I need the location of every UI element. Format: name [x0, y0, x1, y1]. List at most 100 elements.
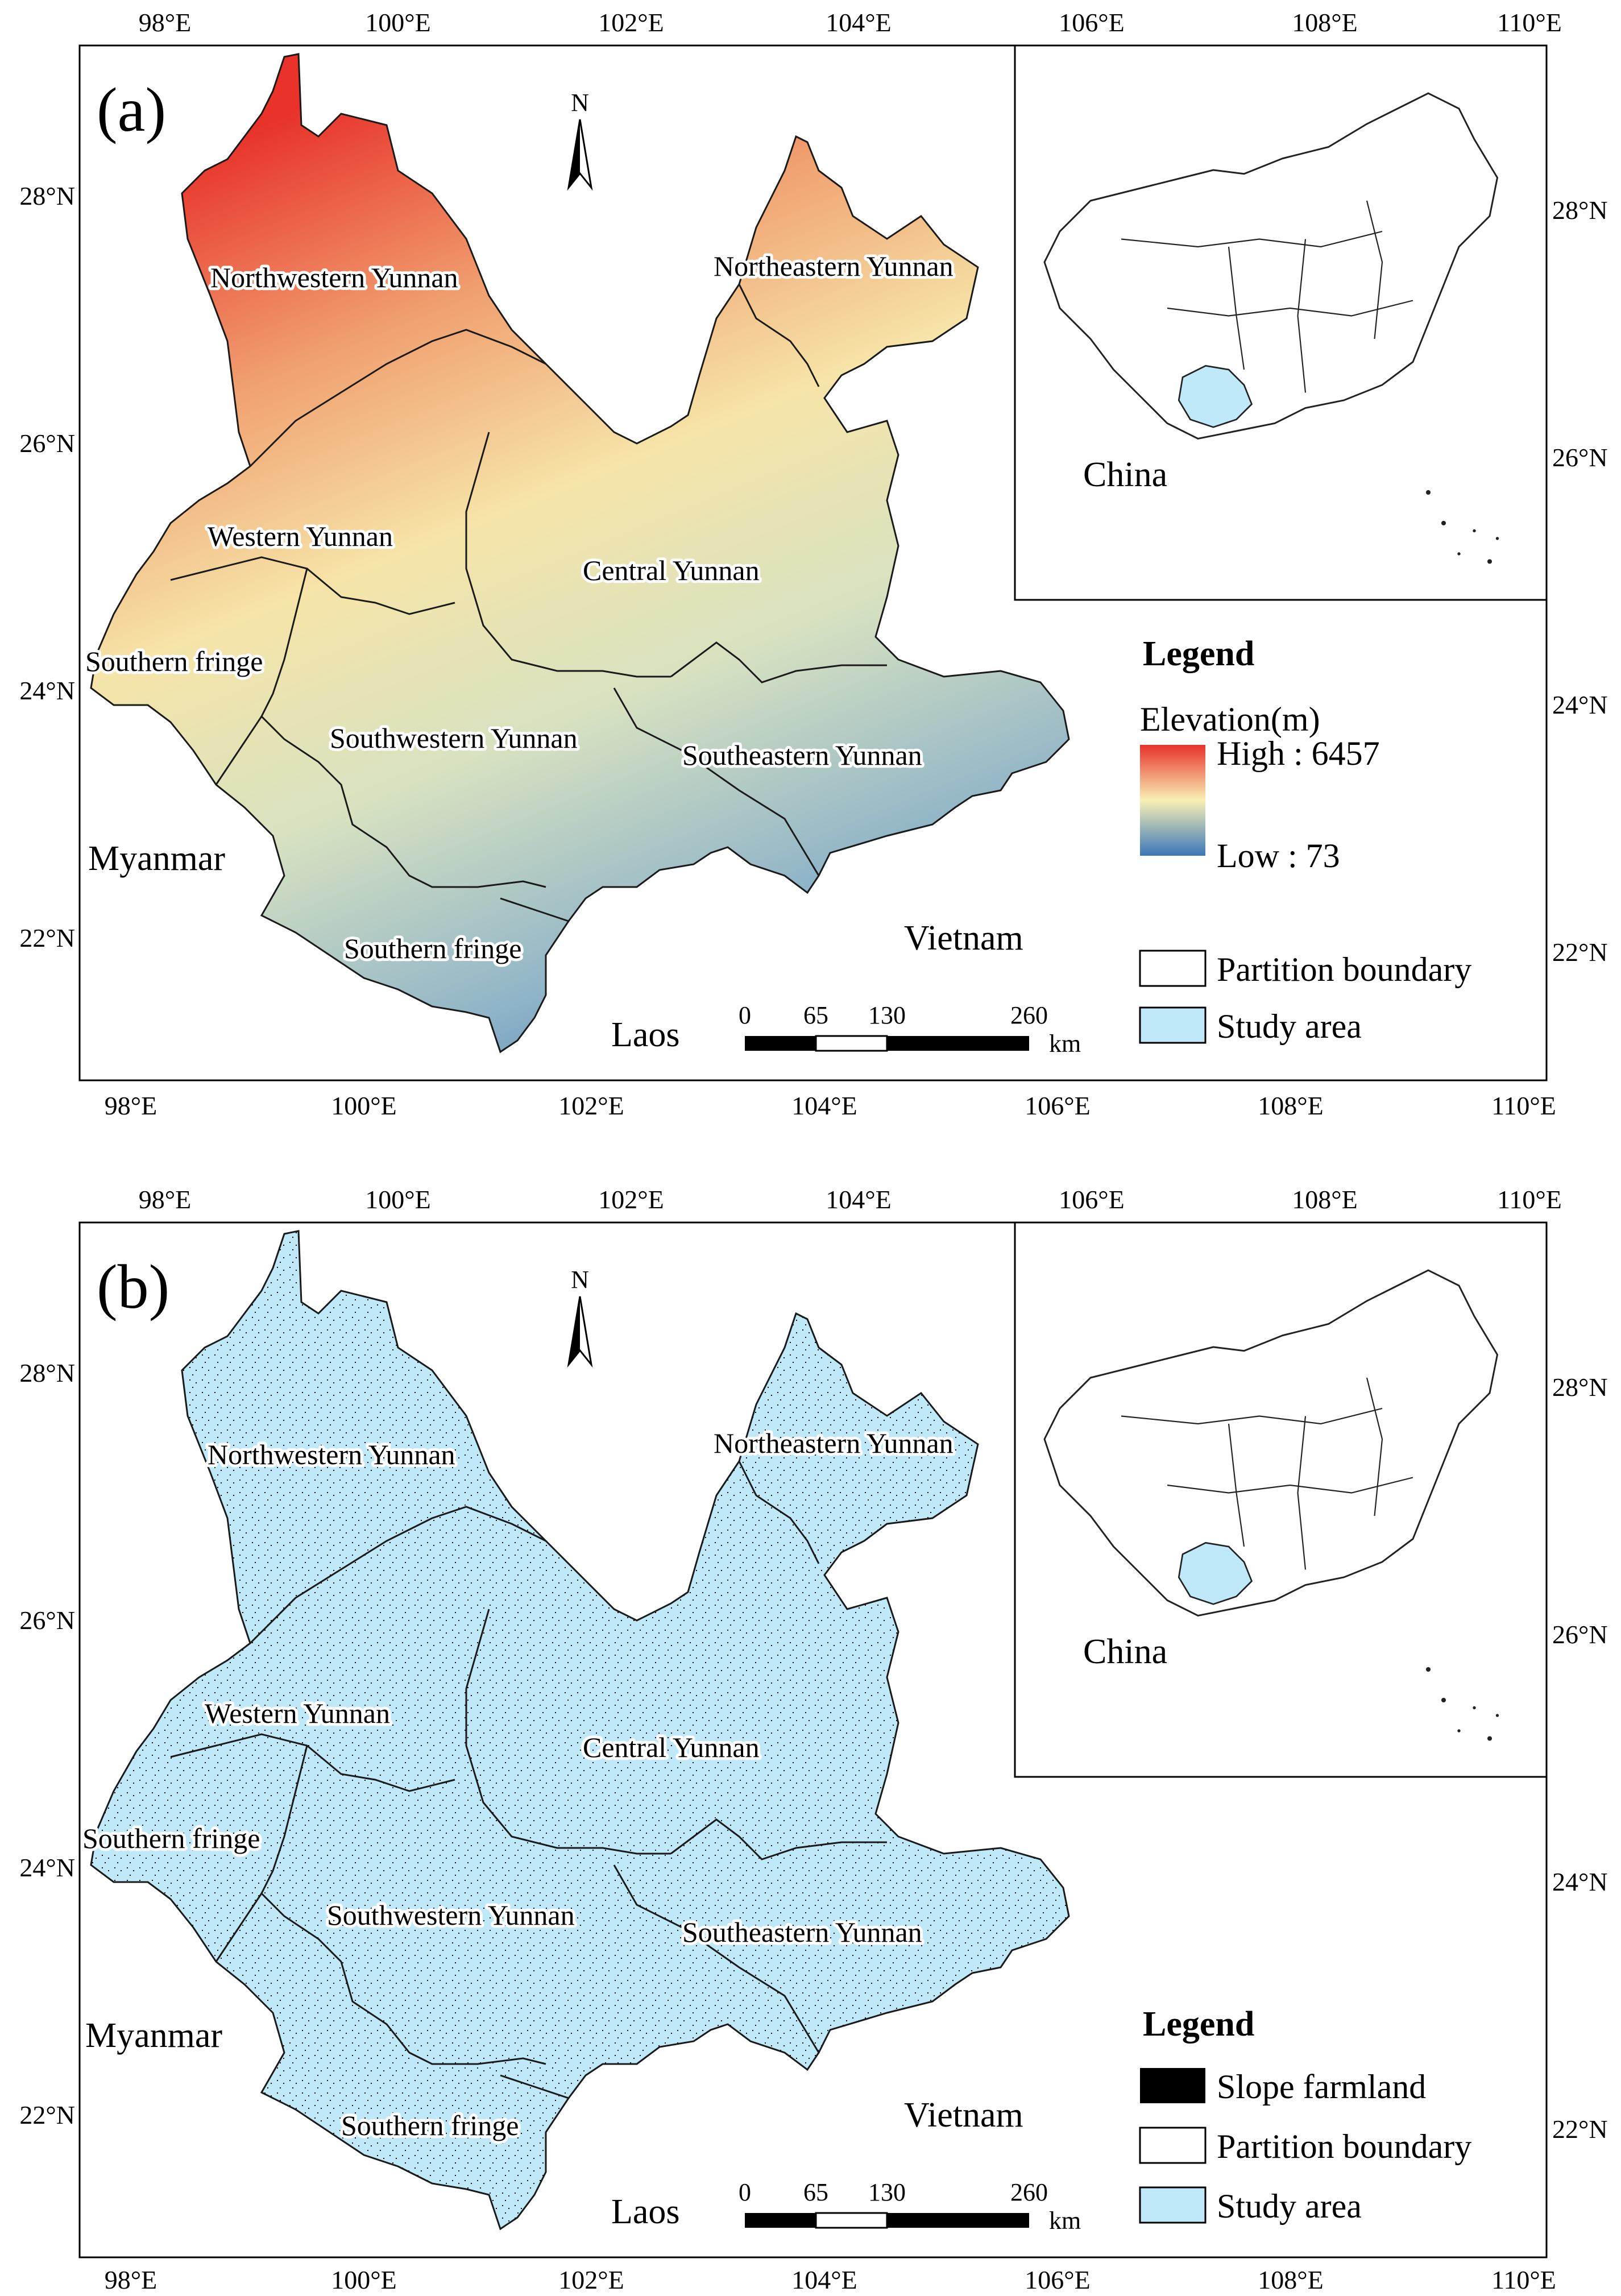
axis-bottom-label: 98°E — [105, 2265, 157, 2294]
axis-bottom-label: 100°E — [331, 1091, 397, 1120]
axis-left-label: 26°N — [19, 1606, 75, 1635]
north-arrow-icon: N — [567, 1266, 593, 1368]
axis-right-label: 24°N — [1552, 1867, 1608, 1896]
axis-left-label: 24°N — [19, 1853, 75, 1882]
legend-ramp-title: Elevation(m) — [1140, 701, 1320, 738]
axis-right-a: 28°N 26°N 24°N 22°N — [1552, 196, 1608, 967]
legend-swatch-study-area — [1139, 2186, 1207, 2224]
axis-right-label: 28°N — [1552, 1373, 1608, 1402]
axis-left-label: 22°N — [19, 2100, 75, 2129]
region-label: Southwestern Yunnan — [327, 1899, 575, 1931]
axis-right-b: 28°N 26°N 24°N 22°N — [1552, 1373, 1608, 2144]
china-inset-b: China — [1014, 1221, 1548, 1778]
country-label: Vietnam — [904, 919, 1023, 958]
axis-bottom-label: 100°E — [331, 2265, 397, 2294]
region-label: Southern fringe — [344, 933, 521, 964]
scale-tick-label: 260 — [1010, 1001, 1048, 1029]
legend-swatch-slope-farmland — [1140, 2068, 1205, 2103]
country-label: Myanmar — [88, 839, 225, 878]
legend-title: Legend — [1143, 2005, 1254, 2044]
legend-item-label: Study area — [1217, 2187, 1362, 2225]
elevation-color-ramp — [1140, 745, 1205, 856]
axis-top-label: 102°E — [598, 8, 664, 37]
axis-top-a: 98°E 100°E 102°E 104°E 106°E 108°E 110°E — [139, 8, 1562, 37]
axis-left-label: 26°N — [19, 429, 75, 458]
legend-item-label: Study area — [1217, 1008, 1362, 1045]
region-label: Northeastern Yunnan — [714, 1427, 953, 1459]
inset-label: China — [1083, 1632, 1167, 1671]
country-labels-a: Myanmar Vietnam Laos — [88, 839, 1023, 1054]
legend-title: Legend — [1143, 635, 1254, 673]
scale-tick-label: 65 — [803, 2178, 828, 2206]
axis-top-label: 100°E — [365, 8, 431, 37]
region-label: Southeastern Yunnan — [682, 739, 922, 771]
legend-swatch-partition — [1139, 950, 1207, 987]
axis-bottom-label: 98°E — [105, 1091, 157, 1120]
legend-ramp-high: High : 6457 — [1217, 735, 1380, 772]
axis-top-label: 106°E — [1059, 1185, 1125, 1214]
scale-unit: km — [1049, 1030, 1081, 1058]
region-label: Central Yunnan — [583, 1731, 760, 1763]
region-label: Southeastern Yunnan — [682, 1916, 922, 1948]
axis-bottom-b: 98°E 100°E 102°E 104°E 106°E 108°E 110°E — [105, 2265, 1556, 2294]
panel-label: (b) — [97, 1252, 169, 1321]
axis-bottom-label: 110°E — [1491, 2265, 1556, 2294]
axis-right-label: 24°N — [1552, 690, 1608, 719]
axis-top-label: 104°E — [826, 8, 892, 37]
axis-top-label: 106°E — [1059, 8, 1125, 37]
axis-top-label: 110°E — [1497, 8, 1562, 37]
axis-top-label: 108°E — [1292, 1185, 1358, 1214]
axis-bottom-label: 102°E — [558, 1091, 624, 1120]
axis-left-a: 28°N 26°N 24°N 22°N — [19, 181, 75, 952]
legend-item-label: Partition boundary — [1217, 2128, 1471, 2165]
country-labels-b: Myanmar Vietnam Laos — [85, 2016, 1023, 2231]
panel-label: (a) — [97, 75, 166, 144]
axis-top-label: 104°E — [826, 1185, 892, 1214]
region-label: Northwestern Yunnan — [210, 262, 458, 293]
legend-ramp-low: Low : 73 — [1217, 837, 1340, 875]
legend-swatch-study-area — [1139, 1006, 1207, 1044]
region-label: Western Yunnan — [208, 520, 393, 552]
axis-right-label: 22°N — [1552, 938, 1608, 967]
panel-a: 98°E 100°E 102°E 104°E 106°E 108°E 110°E… — [19, 8, 1607, 1120]
axis-bottom-label: 106°E — [1025, 2265, 1091, 2294]
partition-boundaries — [170, 284, 887, 922]
scale-tick-label: 0 — [739, 2178, 751, 2206]
inset-label: China — [1083, 455, 1167, 494]
axis-right-label: 22°N — [1552, 2115, 1608, 2144]
axis-top-b: 98°E 100°E 102°E 104°E 106°E 108°E 110°E — [139, 1185, 1562, 1214]
legend-item-label: Slope farmland — [1217, 2068, 1426, 2106]
axis-left-b: 28°N 26°N 24°N 22°N — [19, 1358, 75, 2129]
scale-tick-label: 65 — [803, 1001, 828, 1029]
axis-top-label: 102°E — [598, 1185, 664, 1214]
yunnan-farmland-map — [90, 1230, 1070, 2230]
axis-top-label: 108°E — [1292, 8, 1358, 37]
north-arrow-label: N — [571, 1266, 589, 1294]
region-label: Western Yunnan — [205, 1697, 390, 1729]
axis-right-label: 26°N — [1552, 443, 1608, 472]
country-label: Myanmar — [85, 2016, 222, 2055]
region-label: Northeastern Yunnan — [714, 250, 953, 282]
scale-tick-label: 0 — [739, 1001, 751, 1029]
north-arrow-label: N — [571, 89, 589, 117]
region-labels-b: Northwestern Yunnan Northeastern Yunnan … — [80, 1424, 956, 2144]
panel-b: 98°E 100°E 102°E 104°E 106°E 108°E 110°E… — [19, 1185, 1607, 2294]
north-arrow-icon: N — [567, 89, 593, 191]
country-label: Laos — [611, 1016, 680, 1054]
axis-bottom-label: 108°E — [1258, 1091, 1324, 1120]
axis-bottom-label: 110°E — [1491, 1091, 1556, 1120]
axis-bottom-label: 102°E — [558, 2265, 624, 2294]
axis-bottom-a: 98°E 100°E 102°E 104°E 106°E 108°E 110°E — [105, 1091, 1556, 1120]
axis-left-label: 22°N — [19, 923, 75, 952]
legend-item-label: Partition boundary — [1217, 951, 1471, 988]
axis-top-label: 98°E — [139, 1185, 192, 1214]
axis-right-label: 26°N — [1552, 1620, 1608, 1649]
axis-bottom-label: 108°E — [1258, 2265, 1324, 2294]
country-label: Laos — [611, 2193, 680, 2231]
axis-left-label: 28°N — [19, 181, 75, 210]
region-label: Southern fringe — [341, 2109, 519, 2141]
axis-top-label: 110°E — [1497, 1185, 1562, 1214]
region-label: Southwestern Yunnan — [330, 722, 578, 754]
axis-right-label: 28°N — [1552, 196, 1608, 225]
